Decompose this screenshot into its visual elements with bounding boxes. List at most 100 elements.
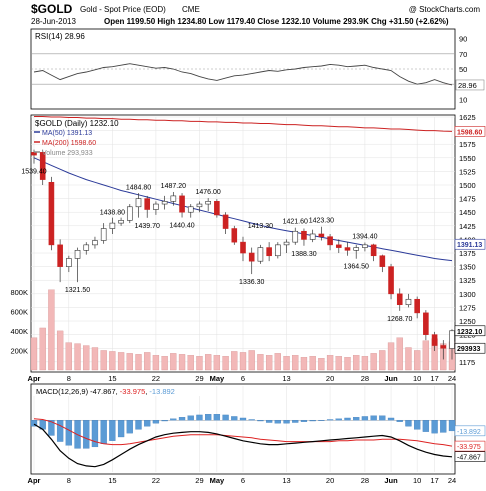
macd-histogram-bar: [379, 415, 386, 421]
candle-body: [144, 198, 151, 210]
volume-bar: [144, 352, 151, 371]
price-tick-label: 1425: [459, 222, 476, 231]
candle-body: [231, 228, 238, 243]
price-tick-label: 1525: [459, 167, 476, 176]
macd-histogram-bar: [161, 420, 168, 422]
price-annotation: 1539.40: [21, 169, 46, 176]
macd-label-line: MACD(12,26,9) -47.867,: [36, 387, 120, 396]
macd-histogram-bar: [109, 420, 116, 441]
volume-bar: [100, 350, 107, 371]
macd-histogram-bar: [30, 420, 38, 427]
price-value-box: [454, 238, 486, 250]
volume-bar: [265, 355, 273, 371]
macd-histogram-bar: [370, 415, 377, 421]
macd-label: MACD(12,26,9) -47.867, -33.975, -13.892: [36, 387, 175, 396]
macd-histogram-bar: [196, 414, 203, 421]
price-annotation: 1268.70: [387, 316, 412, 323]
candle-body: [109, 222, 116, 229]
macd-histogram-bar: [396, 420, 403, 422]
x-tick-label-bottom: 20: [326, 476, 334, 485]
candle-body: [388, 266, 394, 295]
candle-body: [57, 244, 63, 267]
volume-bar: [65, 342, 72, 371]
volume-bar: [152, 355, 160, 371]
macd-value-box: [454, 440, 486, 452]
x-tick-label: 29: [195, 374, 203, 383]
volume-bar: [187, 355, 194, 371]
volume-bar: [161, 356, 168, 371]
candle-body: [48, 181, 55, 246]
price-tick-label: 1375: [459, 249, 476, 258]
price-annotation: 1321.50: [65, 287, 90, 294]
candle-body: [292, 230, 299, 243]
price-tick-label: 1350: [459, 263, 476, 272]
rsi-line: [33, 63, 453, 86]
macd-histogram-bar: [100, 420, 107, 444]
macd-histogram-bar: [213, 414, 221, 421]
x-tick-label-bottom: 24: [448, 476, 456, 485]
volume-bar: [318, 358, 325, 371]
price-value-label: 293933: [457, 346, 480, 353]
candle-body: [214, 201, 220, 216]
macd-histogram-bar: [265, 420, 273, 423]
macd-label-signal: -33.975: [120, 387, 145, 396]
macd-histogram-bar: [83, 420, 90, 449]
volume-bar: [91, 347, 99, 371]
price-value-box: [454, 126, 486, 137]
x-tick-label-bottom: 22: [152, 476, 160, 485]
x-tick-label: 24: [448, 374, 456, 383]
volume-bar: [170, 353, 177, 371]
volume-bar: [396, 337, 403, 371]
x-tick-label-bottom: May: [210, 476, 225, 485]
volume-bar: [196, 356, 203, 371]
legend-entry: Volume 293,933: [42, 150, 93, 157]
candle-body: [83, 244, 90, 251]
macd-line: [33, 423, 453, 468]
macd-value-label: -33.975: [457, 444, 481, 451]
macd-histogram-bar: [135, 420, 142, 430]
macd-histogram-bar: [91, 420, 99, 448]
macd-histogram-bar: [144, 420, 151, 427]
candle-body: [396, 293, 403, 306]
rsi-tick-label: 70: [459, 50, 467, 59]
rsi-label-bg: [33, 31, 97, 41]
ma200-line: [34, 116, 453, 132]
candle-body: [423, 312, 429, 335]
macd-histogram-bar: [353, 417, 360, 421]
macd-histogram-bar: [205, 414, 212, 421]
volume-bar: [335, 356, 342, 371]
x-tick-label-bottom: 17: [430, 476, 438, 485]
candle-body: [327, 236, 333, 246]
price-tick-label: 1550: [459, 154, 476, 163]
volume-tick-label: 600K: [10, 307, 28, 316]
candle-body: [39, 152, 46, 180]
macd-histogram-bar: [283, 420, 290, 424]
price-annotation: 1413.30: [248, 223, 273, 230]
x-axis: Apr Apr 8 8 15 15 22 22 29 29 May May 6 6 13 13 20 20 28 28…: [28, 374, 457, 485]
macd-histogram-bar: [326, 419, 334, 421]
x-tick-label: 13: [282, 374, 290, 383]
macd-histogram-bar: [344, 417, 351, 421]
macd-histogram-bar: [248, 419, 255, 421]
candle-body: [170, 195, 177, 202]
macd-histogram-bar: [335, 418, 342, 421]
macd-value-label: -47.867: [457, 455, 481, 462]
price-annotation: 1438.80: [100, 209, 125, 216]
candle-body: [335, 244, 342, 248]
volume-bar: [361, 356, 369, 371]
price-annotation: 1394.40: [352, 233, 377, 240]
macd-histogram-bar: [414, 420, 421, 430]
macd-histogram-bar: [178, 417, 186, 421]
volume-bar: [387, 342, 395, 371]
macd-value-box: [454, 451, 486, 462]
candle-body: [248, 252, 255, 262]
price-tick-label: 1625: [459, 113, 476, 122]
price-value-label: 1232.10: [457, 329, 482, 336]
price-tick-label: 1275: [459, 303, 476, 312]
x-tick-label-bottom: 13: [282, 476, 290, 485]
chart-date: 28-Jun-2013: [31, 17, 76, 26]
x-tick-label-bottom: Jun: [384, 476, 398, 485]
price-value-label: 1391.13: [457, 242, 482, 249]
